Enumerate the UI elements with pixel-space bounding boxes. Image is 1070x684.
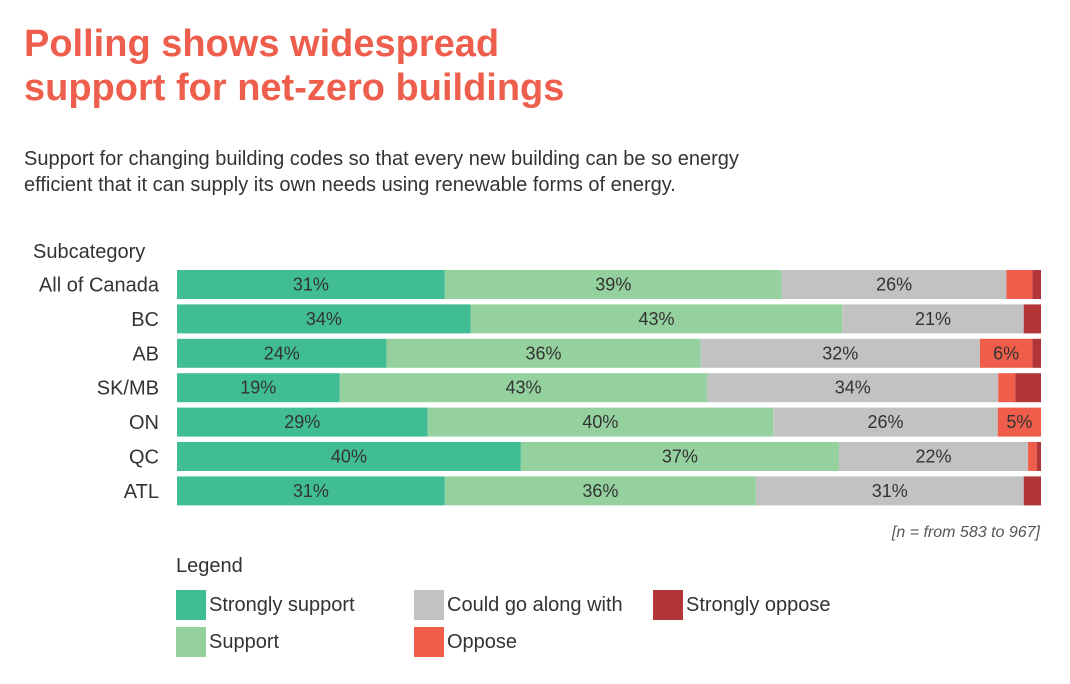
bar-segment-ab-could-go-along-with — [700, 338, 980, 368]
data-label-ab-oppose: 6% — [993, 343, 1019, 363]
data-label-sk-mb-could-go-along-with: 34% — [835, 378, 871, 398]
legend-label-strongly-oppose: Strongly oppose — [686, 593, 831, 616]
bar-segment-atl-strongly-oppose — [1023, 476, 1041, 506]
data-label-atl-strongly-support: 31% — [293, 481, 329, 501]
bars-group: All of Canada 31% 39% 26% BC 34% 43% 21% AB 24% 36… — [39, 270, 1041, 506]
bar-segment-ab-strongly-support — [177, 338, 387, 368]
data-label-on-oppose: 5% — [1006, 412, 1032, 432]
category-label-on: ON — [129, 412, 159, 434]
bar-segment-qc-could-go-along-with — [838, 442, 1029, 471]
bar-segment-all-of-canada-strongly-support — [177, 270, 445, 299]
data-label-on-strongly-support: 29% — [284, 412, 320, 432]
bar-segment-sk-mb-could-go-along-with — [707, 373, 999, 403]
legend-label-strongly-support: Strongly support — [209, 593, 355, 616]
data-label-on-support: 40% — [582, 412, 618, 432]
legend-item-oppose: Oppose — [414, 627, 517, 657]
legend-swatch-could-go-along — [414, 590, 444, 620]
bar-segment-ab-oppose — [979, 338, 1033, 368]
data-label-atl-could-go-along-with: 31% — [872, 481, 908, 501]
chart-subtitle: Support for changing building codes so t… — [24, 146, 884, 198]
sample-size-note: [n = from 583 to 967] — [891, 524, 1041, 541]
bar-segment-qc-strongly-oppose — [1036, 442, 1041, 471]
bar-segment-bc-could-go-along-with — [842, 304, 1024, 334]
data-label-ab-could-go-along-with: 32% — [822, 343, 858, 363]
bar-segment-ab-support — [386, 338, 701, 368]
legend-swatch-strongly-oppose — [653, 590, 683, 620]
legend-title: Legend — [176, 555, 243, 577]
bar-segment-sk-mb-support — [339, 373, 708, 403]
data-label-all-of-canada-strongly-support: 31% — [293, 275, 329, 295]
legend-item-support: Support — [176, 627, 279, 657]
bar-segment-on-could-go-along-with — [773, 407, 998, 437]
data-label-sk-mb-strongly-support: 19% — [240, 378, 276, 398]
legend-label-could-go-along: Could go along with — [447, 593, 623, 616]
bar-segment-qc-strongly-support — [177, 442, 521, 471]
bar-segment-sk-mb-strongly-support — [177, 373, 340, 403]
bar-segment-qc-support — [520, 442, 839, 471]
bar-segment-bc-strongly-support — [177, 304, 471, 334]
legend-label-oppose: Oppose — [447, 630, 518, 653]
data-label-bc-could-go-along-with: 21% — [915, 309, 951, 329]
legend-item-could-go-along: Could go along with — [414, 590, 623, 620]
bar-segment-bc-strongly-oppose — [1023, 304, 1041, 334]
data-label-bc-support: 43% — [639, 309, 675, 329]
chart-subtitle-line-1: Support for changing building codes so t… — [24, 148, 739, 170]
legend-item-strongly-support: Strongly support — [176, 590, 355, 620]
legend-item-strongly-oppose: Strongly oppose — [653, 590, 831, 620]
bar-segment-on-strongly-support — [177, 407, 428, 437]
bar-segment-sk-mb-oppose — [998, 373, 1016, 403]
bar-segment-atl-strongly-support — [177, 476, 445, 506]
data-label-all-of-canada-could-go-along-with: 26% — [876, 275, 912, 295]
bar-segment-all-of-canada-oppose — [1006, 270, 1033, 299]
chart-title: Polling shows widespread support for net… — [24, 22, 724, 110]
data-label-ab-strongly-support: 24% — [264, 343, 300, 363]
chart-title-line-1: Polling shows widespread — [24, 23, 500, 65]
bar-segment-all-of-canada-could-go-along-with — [781, 270, 1007, 299]
legend-label-support: Support — [209, 630, 280, 653]
category-label-bc: BC — [131, 309, 159, 331]
bar-segment-atl-support — [444, 476, 756, 506]
chart-subtitle-line-2: efficient that it can supply its own nee… — [24, 174, 676, 196]
bar-segment-on-oppose — [997, 407, 1041, 437]
data-label-bc-strongly-support: 34% — [306, 309, 342, 329]
bar-segment-on-support — [427, 407, 774, 437]
category-axis-title: Subcategory — [33, 241, 145, 263]
legend-swatch-strongly-support — [176, 590, 206, 620]
category-label-atl: ATL — [124, 481, 159, 503]
data-label-qc-could-go-along-with: 22% — [916, 447, 952, 467]
bar-segment-qc-oppose — [1028, 442, 1037, 471]
category-label-sk-mb: SK/MB — [97, 378, 159, 400]
data-label-qc-strongly-support: 40% — [331, 447, 367, 467]
data-label-qc-support: 37% — [662, 447, 698, 467]
legend-swatch-support — [176, 627, 206, 657]
bar-segment-atl-could-go-along-with — [755, 476, 1024, 506]
bar-segment-all-of-canada-strongly-oppose — [1032, 270, 1041, 299]
bar-segment-ab-strongly-oppose — [1032, 338, 1041, 368]
category-label-ab: AB — [132, 343, 159, 365]
data-label-sk-mb-support: 43% — [505, 378, 541, 398]
data-label-on-could-go-along-with: 26% — [867, 412, 903, 432]
chart-title-line-2: support for net-zero buildings — [24, 67, 565, 109]
data-label-atl-support: 36% — [582, 481, 618, 501]
legend-swatch-oppose — [414, 627, 444, 657]
category-label-qc: QC — [129, 447, 159, 469]
bar-segment-sk-mb-strongly-oppose — [1015, 373, 1041, 403]
category-label-all-of-canada: All of Canada — [39, 275, 160, 297]
data-label-ab-support: 36% — [526, 343, 562, 363]
data-label-all-of-canada-support: 39% — [595, 275, 631, 295]
bar-segment-all-of-canada-support — [444, 270, 782, 299]
bar-segment-bc-support — [470, 304, 843, 334]
